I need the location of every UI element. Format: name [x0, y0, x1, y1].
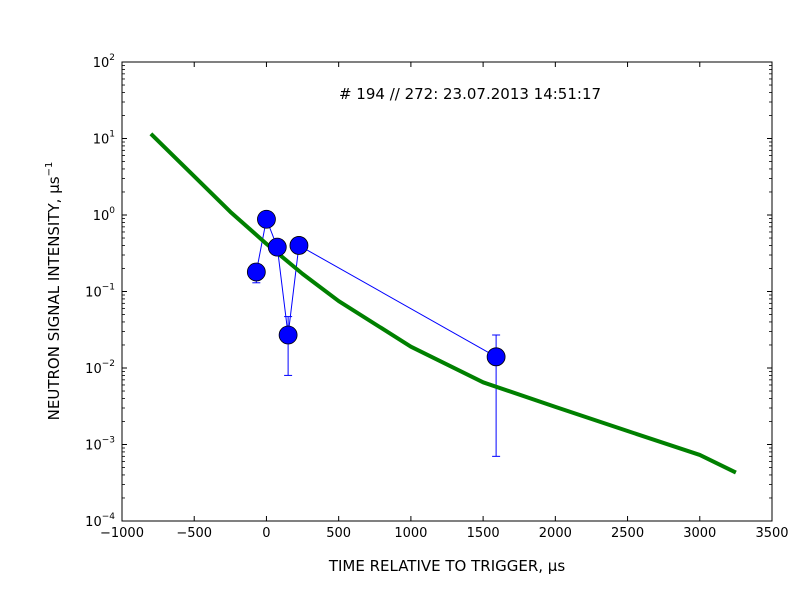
measured-data-point — [289, 236, 309, 255]
y-tick-label-base: 10 — [93, 209, 110, 224]
y-tick-label: 10−2 — [85, 359, 115, 377]
y-tick-label-exponent: 0 — [109, 206, 115, 216]
y-tick-label: 102 — [93, 53, 115, 71]
measured-data-point — [246, 262, 266, 282]
plot-content — [149, 132, 737, 475]
y-tick-label-base: 10 — [85, 362, 102, 377]
y-tick-label-exponent: −1 — [102, 283, 115, 293]
x-tick-label: 1500 — [467, 526, 500, 541]
measured-data-point — [257, 209, 276, 229]
x-tick-label: −1000 — [100, 526, 144, 541]
x-tick-label: 3500 — [755, 526, 788, 541]
x-tick-label: 3000 — [683, 526, 716, 541]
plot-area-frame — [121, 61, 773, 522]
y-tick-label-base: 10 — [85, 286, 102, 301]
y-axis-label-main: NEUTRON SIGNAL INTENSITY, μs — [45, 176, 63, 420]
y-tick-label-exponent: −4 — [102, 512, 116, 522]
y-tick-label-base: 10 — [93, 56, 110, 71]
y-tick-label: 10−4 — [85, 512, 115, 530]
x-tick-label: 2000 — [539, 526, 572, 541]
y-tick-label-exponent: 2 — [109, 53, 115, 63]
measured-data-point — [267, 237, 287, 257]
x-tick-label: −500 — [176, 526, 212, 541]
y-tick-label-base: 10 — [85, 439, 102, 454]
y-tick-label-base: 10 — [85, 515, 102, 530]
x-tick-label: 1000 — [394, 526, 427, 541]
y-tick-label-exponent: −3 — [102, 436, 115, 446]
x-tick-label: 500 — [326, 526, 351, 541]
y-tick-label-exponent: −2 — [102, 359, 115, 369]
y-axis-label: NEUTRON SIGNAL INTENSITY, μs−1 — [44, 162, 63, 421]
y-tick-label: 100 — [93, 206, 116, 224]
x-axis-label: TIME RELATIVE TO TRIGGER, μs — [328, 557, 566, 575]
y-tick-label-base: 10 — [93, 133, 110, 148]
y-tick-label: 101 — [93, 130, 115, 148]
x-tick-label: 0 — [262, 526, 270, 541]
y-axis-label-exponent: −1 — [44, 162, 55, 177]
chart-title: # 194 // 272: 23.07.2013 14:51:17 — [339, 85, 601, 103]
fit-curve-line — [149, 132, 737, 475]
y-tick-label: 10−3 — [85, 436, 115, 454]
x-tick-label: 2500 — [611, 526, 644, 541]
measured-data-point — [486, 347, 506, 367]
measured-data-point — [278, 325, 298, 345]
y-tick-label-exponent: 1 — [109, 130, 115, 140]
y-tick-label: 10−1 — [85, 283, 115, 301]
